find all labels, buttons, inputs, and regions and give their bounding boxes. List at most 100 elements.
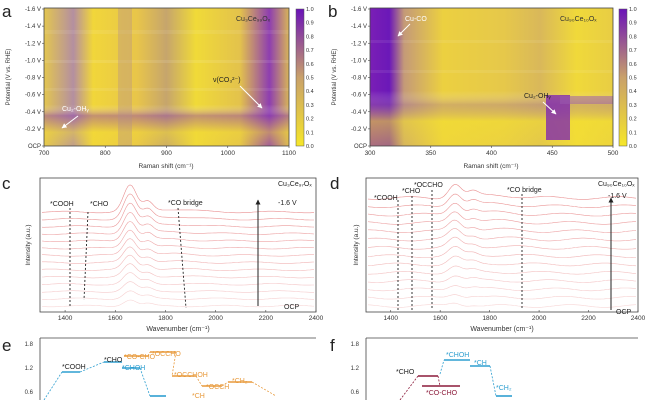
energy-e-ch-label: *CH <box>192 393 205 400</box>
spectra-d-potential-bottom: OCP <box>616 309 632 316</box>
energy-f-cocho-label: *CO-CHO <box>426 390 458 397</box>
spectra-c-trace-7 <box>42 238 314 257</box>
panel-letter-a: a <box>2 2 12 21</box>
heatmap-a-ytick-7: -0.2 V <box>25 127 41 133</box>
heatmap-b-ytick-8: OCP <box>354 144 367 150</box>
spectra-c-xtick-5: 2400 <box>309 315 324 322</box>
energy-e-occho-label: *OCCHO <box>152 351 181 358</box>
colorbar-b <box>618 8 628 147</box>
energy-e-ch2-label: *CH₂ <box>232 378 248 385</box>
spectra-d-frame <box>365 177 639 313</box>
spectra-c-trace-2 <box>41 281 314 293</box>
spectra-d-xtick-4: 2200 <box>581 315 596 322</box>
heatmap-a-compound-label: Cu₃Ce₉₉Oₓ <box>236 16 271 23</box>
colorbar-a-tick-4: 0.6 <box>306 62 314 68</box>
heatmap-a-ytick-4: -0.8 V <box>25 76 41 82</box>
spectra-d-trace-6 <box>367 245 636 258</box>
energy-e-occh-label: *OCCH <box>206 384 229 391</box>
spectra-d-xtick-1: 1600 <box>433 315 448 322</box>
colorbar-a-tick-5: 0.5 <box>306 76 314 82</box>
heatmap-b-xtick-1: 350 <box>425 150 436 157</box>
spectra-c-trace-6 <box>42 246 315 264</box>
spectra-c-xtick-4: 2200 <box>259 315 274 322</box>
colorbar-a-tick-1: 0.9 <box>306 21 314 27</box>
spectra-c-cooh-label: *COOH <box>50 201 74 208</box>
energy-f-ytick-3: 0.6 <box>351 390 360 396</box>
heatmap-b-ytick-7: -0.2 V <box>351 127 367 133</box>
energy-f-ytick-1: 1.8 <box>351 342 360 348</box>
spectra-d-trace-9 <box>368 219 637 233</box>
spectra-d-trace-5 <box>367 255 637 267</box>
energy-f-ytick-2: 1.2 <box>351 366 360 372</box>
heatmap-a-xtick-1: 800 <box>100 150 111 157</box>
colorbar-b-tick-3: 0.7 <box>629 48 637 54</box>
heatmap-b-ytick-1: -1.4 V <box>351 24 367 30</box>
spectra-d-trace-2 <box>367 285 637 292</box>
colorbar-b-tick-1: 0.9 <box>629 21 637 27</box>
colorbar-b-tick-9: 0.1 <box>629 130 637 136</box>
spectra-d-trace-3 <box>367 275 637 283</box>
spectra-d-markers: *COOH *CHO *OCCHO *CO bridge <box>374 182 542 310</box>
heatmap-b-yaxis: -1.6 V -1.4 V -1.2 V -1.0 V -0.8 V -0.6 V -0.4… <box>351 7 370 150</box>
colorbar-b-tick-10: 0.0 <box>629 144 637 150</box>
spectra-c-markers: *COOH *CHO *CO bridge <box>50 200 203 309</box>
spectra-d-compound-label: Cu₉₀Ce₁₀Oₓ <box>598 181 635 188</box>
energy-e-cho-label: *CHO <box>104 357 123 364</box>
spectra-c-xtick-1: 1600 <box>108 315 123 322</box>
colorbar-a-tick-7: 0.3 <box>306 103 314 109</box>
spectra-c-frame <box>39 177 317 313</box>
spectra-d-trace-13 <box>367 184 637 200</box>
spectra-c-xaxis: 1400 1600 1800 2000 2200 2400 <box>58 310 324 322</box>
spectra-d-ylabel: Intensity (a.u.) <box>353 224 360 265</box>
heatmap-b-xtick-4: 500 <box>608 150 619 157</box>
heatmap-b-ytick-4: -0.8 V <box>351 76 367 82</box>
heatmap-a-ylabel: Potential (V vs. RHE) <box>6 49 12 106</box>
heatmap-b-ylabel: Potential (V vs. RHE) <box>332 49 338 106</box>
spectra-d-trace-7 <box>367 236 637 250</box>
spectra-c-xtick-0: 1400 <box>58 315 73 322</box>
heatmap-a-yaxis: -1.6 V -1.4 V -1.2 V -1.0 V -0.8 V -0.6 V -0.4… <box>25 7 44 150</box>
spectra-d-trace-12 <box>367 193 637 208</box>
energy-e-ytick-3: 0.6 <box>25 390 34 396</box>
heatmap-b-ytick-5: -0.6 V <box>351 93 367 99</box>
heatmap-a-xlabel: Raman shift (cm⁻¹) <box>138 163 193 170</box>
spectra-c-potential-bottom: OCP <box>284 304 300 311</box>
spectra-d-trace-8 <box>367 228 637 242</box>
spectra-d-cooh-label: *COOH <box>374 195 398 202</box>
energy-e-cocho-label: *CO-CHO <box>124 354 156 361</box>
heatmap-b-xlabel: Raman shift (cm⁻¹) <box>463 163 518 170</box>
spectra-d-xlabel: Wavenumber (cm⁻¹) <box>470 326 533 333</box>
spectra-c-potential-top: -1.6 V <box>278 200 297 207</box>
spectra-c-xtick-3: 2000 <box>208 315 223 322</box>
heatmap-a-xtick-0: 700 <box>39 150 50 157</box>
spectra-d-xaxis: 1400 1600 1800 2000 2200 2400 <box>383 310 646 322</box>
heatmap-b-overlay <box>370 8 613 146</box>
heatmap-b-cu2oh-label: Cu₂-OHᵧ <box>524 93 551 100</box>
colorbar-b-tick-5: 0.5 <box>629 76 637 82</box>
heatmap-a: Cu₃Ce₉₉Oₓ Cu₂-OHᵧ ν(CO₃²⁻) <box>43 7 290 147</box>
spectra-d-xtick-2: 1800 <box>482 315 497 322</box>
heatmap-a-ytick-0: -1.6 V <box>25 7 41 13</box>
spectra-c-xtick-2: 1800 <box>158 315 173 322</box>
heatmap-b-xtick-0: 300 <box>365 150 376 157</box>
spectra-c-ylabel: Intensity (a.u.) <box>25 224 32 265</box>
panel-letter-e: e <box>2 336 12 355</box>
colorbar-a-tick-8: 0.2 <box>306 117 314 123</box>
colorbar-b-ticks: 1.0 0.9 0.8 0.7 0.6 0.5 0.4 0.3 0.2 0.1 0.0 <box>629 7 637 150</box>
colorbar-b-tick-4: 0.6 <box>629 62 637 68</box>
colorbar-a-ticks: 1.0 0.9 0.8 0.7 0.6 0.5 0.4 0.3 0.2 0.1 0.0 <box>306 7 314 150</box>
heatmap-a-overlay <box>44 8 289 146</box>
spectra-c-trace-10 <box>41 211 315 235</box>
panel-letter-f: f <box>330 336 335 355</box>
heatmap-a-ytick-1: -1.4 V <box>25 24 41 30</box>
spectra-c-trace-4 <box>41 263 315 279</box>
heatmap-b-cuco-label: Cu-CO <box>405 16 427 23</box>
heatmap-b: Cu₉₀Ce₁₀Oₓ Cu-CO Cu₂-OHᵧ <box>369 7 614 147</box>
heatmap-b-xtick-2: 400 <box>486 150 497 157</box>
heatmap-a-xaxis: 700 800 900 1000 1100 <box>39 146 296 157</box>
colorbar-b-tick-6: 0.4 <box>629 89 637 95</box>
colorbar-b-tick-2: 0.8 <box>629 34 637 40</box>
colorbar-a-tick-6: 0.4 <box>306 89 314 95</box>
energy-f-ch2-label: *CH₂ <box>496 385 512 392</box>
energy-f-cho-label: *CHO <box>396 369 415 376</box>
